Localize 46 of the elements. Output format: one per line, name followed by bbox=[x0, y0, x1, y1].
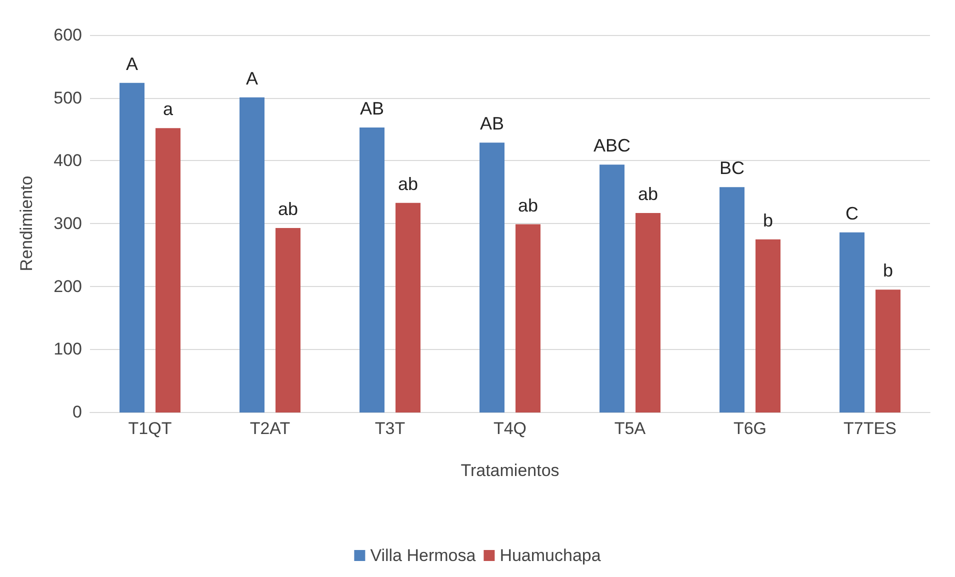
x-tick-label: T1QT bbox=[128, 419, 172, 438]
data-label: AB bbox=[480, 114, 504, 134]
bar bbox=[396, 202, 420, 412]
x-tick-label: T7TES bbox=[844, 419, 896, 438]
x-tick-label: T3T bbox=[374, 419, 406, 438]
data-label: ab bbox=[638, 184, 658, 204]
data-label: b bbox=[882, 260, 894, 281]
bar bbox=[840, 232, 864, 412]
bar bbox=[120, 82, 144, 412]
legend-label: Villa Hermosa bbox=[370, 546, 476, 565]
bar bbox=[240, 97, 264, 412]
y-tick-label: 300 bbox=[54, 214, 82, 233]
bar bbox=[636, 212, 660, 412]
data-label: AB bbox=[360, 98, 384, 118]
y-tick-label: 200 bbox=[54, 276, 82, 296]
data-label: ABC bbox=[593, 136, 631, 156]
data-label: A bbox=[246, 68, 258, 88]
bar bbox=[756, 239, 780, 412]
y-tick-label: 600 bbox=[54, 26, 82, 44]
bar bbox=[480, 142, 504, 412]
bar bbox=[276, 228, 300, 412]
bar bbox=[876, 290, 900, 412]
x-tick-label: T4Q bbox=[493, 419, 527, 438]
y-tick-label: 500 bbox=[54, 88, 82, 108]
data-label: ab bbox=[278, 199, 298, 220]
data-label: ab bbox=[518, 195, 538, 216]
x-tick-label: T5A bbox=[614, 419, 646, 438]
x-tick-label: T2AT bbox=[250, 419, 290, 438]
bar bbox=[360, 127, 384, 412]
y-tick-label: 0 bbox=[72, 402, 82, 422]
bar bbox=[156, 128, 180, 412]
y-axis-title: Rendimiento bbox=[17, 176, 36, 272]
x-axis-title: Tratamientos bbox=[460, 461, 560, 480]
bar bbox=[516, 224, 540, 412]
legend-label: Huamuchapa bbox=[500, 546, 602, 565]
data-label: b bbox=[762, 210, 774, 230]
data-label: A bbox=[126, 54, 138, 74]
data-label: a bbox=[162, 99, 174, 120]
y-tick-label: 100 bbox=[54, 340, 82, 359]
data-label: ab bbox=[398, 174, 418, 194]
y-tick-label: 400 bbox=[54, 151, 82, 170]
bar bbox=[600, 164, 624, 412]
bar bbox=[720, 187, 744, 412]
x-tick-label: T6G bbox=[733, 419, 767, 438]
data-label: BC bbox=[719, 158, 745, 178]
data-label: C bbox=[846, 203, 858, 224]
